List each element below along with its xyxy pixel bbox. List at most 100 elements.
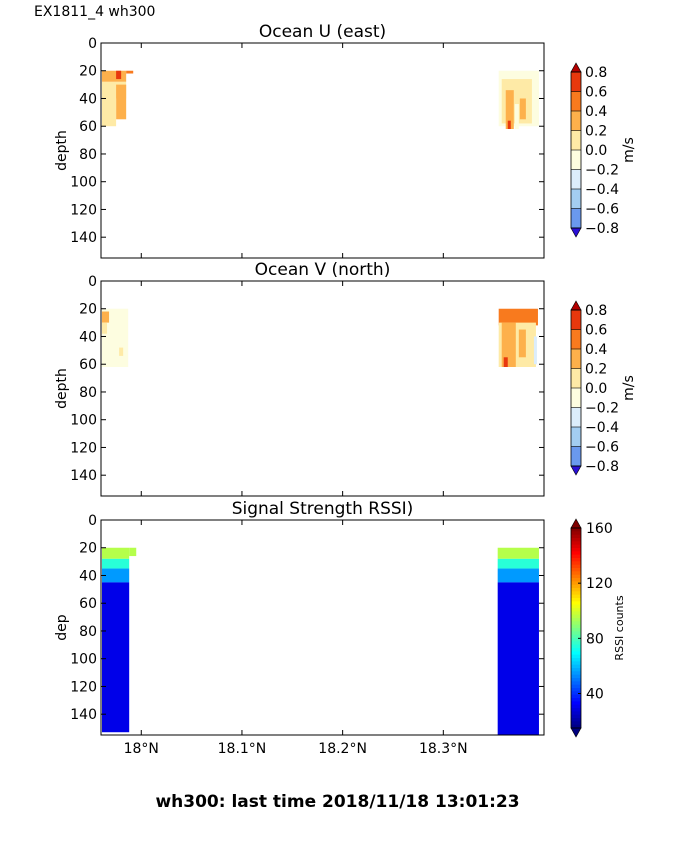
colorbar-tick-label: 0.0 — [585, 381, 607, 397]
colorbar-segment — [571, 189, 581, 209]
colorbar-segment — [571, 664, 581, 669]
colorbar — [570, 300, 582, 476]
y-tick-label: 100 — [70, 413, 97, 429]
y-tick-label: 60 — [79, 119, 97, 135]
colorbar-tick-label: 0.6 — [585, 85, 607, 101]
colorbar-segment — [571, 608, 581, 612]
colorbar-tick-label: −0.8 — [585, 221, 619, 237]
colorbar-segment — [571, 588, 581, 592]
colorbar-segment — [571, 169, 581, 190]
data-cell — [518, 329, 526, 358]
plot-area — [102, 547, 539, 735]
colorbar-segment — [571, 111, 581, 131]
rssi-cell — [497, 558, 539, 569]
colorbar-segment — [571, 130, 581, 151]
colorbar-segment — [571, 551, 581, 556]
colorbar-segment — [571, 691, 581, 696]
colorbar-segment — [571, 554, 581, 559]
colorbar-segment — [571, 561, 581, 566]
colorbar-tick-label: −0.2 — [585, 163, 619, 179]
colorbar-tick-label: 40 — [586, 687, 604, 703]
data-cell — [503, 357, 508, 367]
y-tick-label: 120 — [70, 679, 97, 695]
y-tick-label: 0 — [88, 274, 97, 290]
colorbar-segment — [571, 564, 581, 569]
axes-frame — [100, 42, 545, 259]
colorbar-segment — [571, 611, 581, 616]
colorbar-tick-label: 160 — [586, 521, 613, 537]
colorbar-tick-label: 0.2 — [585, 362, 607, 378]
y-tick-label: 80 — [79, 385, 97, 401]
colorbar-segment — [571, 651, 581, 656]
colorbar — [570, 62, 582, 238]
y-tick-label: 40 — [79, 91, 97, 107]
colorbar-segment — [571, 91, 581, 112]
colorbar-segment — [571, 644, 581, 649]
colorbar-extend-bottom — [570, 465, 582, 476]
data-cell — [102, 70, 127, 82]
colorbar-tick-label: 0.8 — [585, 303, 607, 319]
colorbar-segment — [571, 528, 581, 532]
y-tick-label: 100 — [70, 175, 97, 191]
colorbar-segment — [571, 628, 581, 632]
y-axis-label: dep — [54, 614, 70, 641]
colorbar-segment — [571, 548, 581, 552]
colorbar-extend-bottom — [570, 727, 582, 738]
y-tick-label: 20 — [79, 64, 97, 80]
y-tick-label: 120 — [70, 202, 97, 218]
colorbar-tick-label: −0.4 — [585, 182, 619, 198]
y-tick-label: 40 — [79, 568, 97, 584]
panel-1 — [100, 42, 582, 259]
y-tick-label: 80 — [79, 147, 97, 163]
data-cell — [507, 120, 511, 129]
colorbar-segment — [571, 581, 581, 586]
colorbar-segment — [571, 661, 581, 666]
rssi-cell — [102, 547, 130, 559]
y-tick-label: 80 — [79, 624, 97, 640]
colorbar-tick-label: −0.6 — [585, 202, 619, 218]
colorbar-segment — [571, 574, 581, 579]
y-axis-label: depth — [54, 130, 70, 171]
x-tick-label: 18.2°N — [318, 741, 367, 757]
panel-title: Ocean U (east) — [259, 22, 386, 42]
colorbar-label: RSSI counts — [613, 595, 626, 660]
data-cell — [116, 70, 122, 80]
plot-area — [102, 70, 539, 129]
colorbar-tick-label: −0.8 — [585, 459, 619, 475]
colorbar-label: m/s — [621, 137, 637, 163]
last-time-footer: wh300: last time 2018/11/18 13:01:23 — [155, 792, 520, 812]
x-tick-label: 18.1°N — [218, 741, 267, 757]
colorbar-segment — [571, 604, 581, 609]
colorbar-tick-label: 80 — [586, 631, 604, 647]
colorbar-segment — [571, 718, 581, 722]
y-tick-label: 140 — [70, 230, 97, 246]
rssi-cell — [497, 582, 539, 735]
colorbar-segment — [571, 427, 581, 447]
colorbar-segment — [571, 407, 581, 428]
y-tick-label: 40 — [79, 329, 97, 345]
axes-frame — [100, 280, 545, 497]
y-tick-label: 100 — [70, 652, 97, 668]
colorbar-tick-label: 0.2 — [585, 124, 607, 140]
y-tick-label: 0 — [88, 513, 97, 529]
colorbar-segment — [571, 584, 581, 589]
data-cell — [102, 322, 108, 334]
colorbar-extend-top — [570, 62, 582, 73]
colorbar-segment — [571, 601, 581, 606]
colorbar-segment — [571, 678, 581, 682]
colorbar-segment — [571, 681, 581, 686]
colorbar-segment — [571, 668, 581, 672]
colorbar-tick-label: −0.4 — [585, 420, 619, 436]
rssi-cell — [102, 582, 130, 733]
y-tick-label: 120 — [70, 440, 97, 456]
y-tick-label: 20 — [79, 302, 97, 318]
colorbar-segment — [571, 701, 581, 706]
colorbar-segment — [571, 150, 581, 170]
rssi-cell — [102, 558, 130, 569]
colorbar-segment — [571, 72, 581, 92]
colorbar-segment — [571, 446, 581, 467]
y-tick-label: 20 — [79, 541, 97, 557]
y-tick-label: 140 — [70, 468, 97, 484]
figure-header: EX1811_4 wh300 — [34, 4, 156, 20]
y-tick-label: 60 — [79, 596, 97, 612]
